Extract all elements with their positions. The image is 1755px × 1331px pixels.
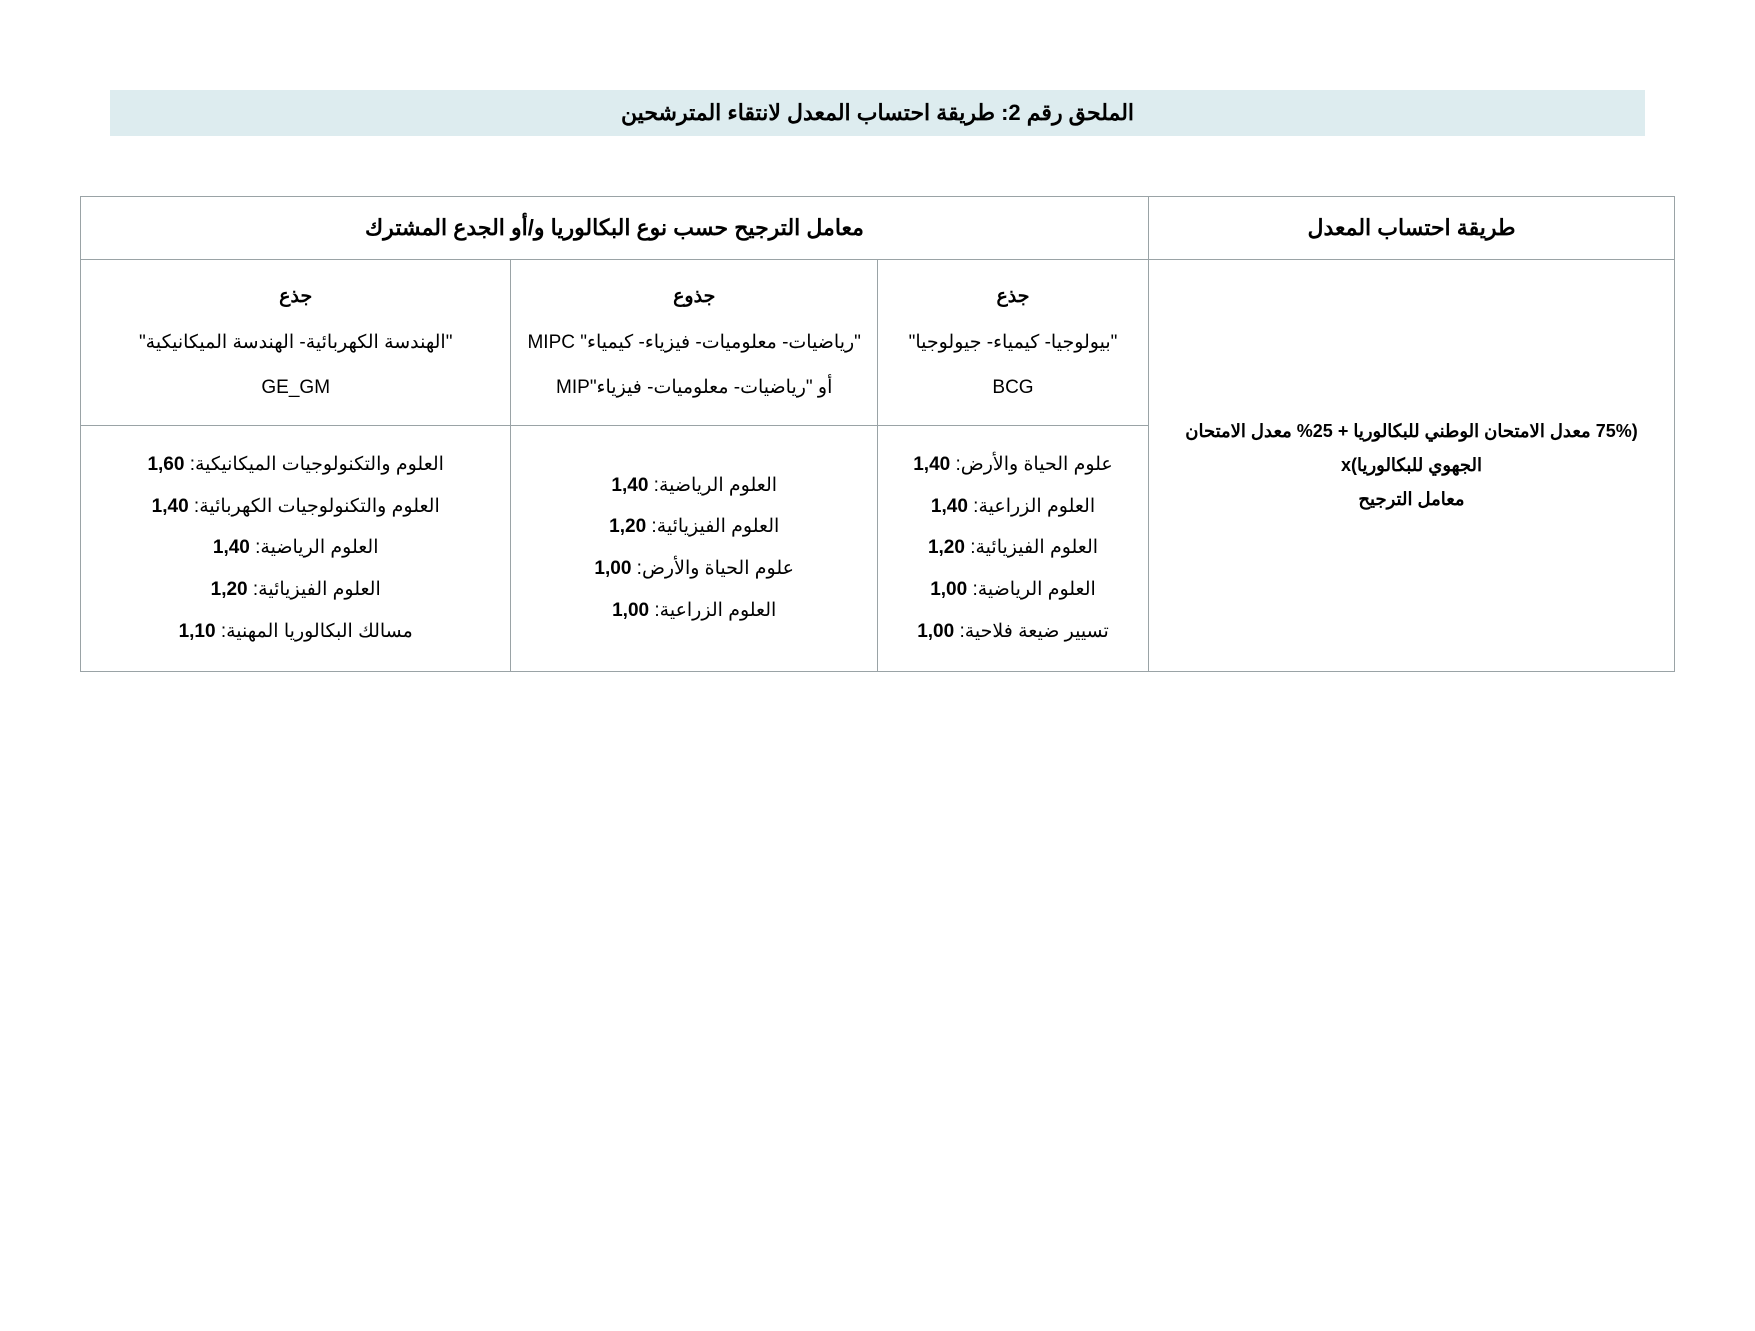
coef-label: علوم الحياة والأرض: — [631, 558, 794, 579]
coef-label: العلوم الفيزيائية: — [248, 579, 381, 600]
track-bcg-l3: BCG — [888, 365, 1138, 411]
coef-line: العلوم والتكنولوجيات الميكانيكية: 1,60 — [91, 444, 500, 486]
coef-line: تسيير ضيعة فلاحية: 1,00 — [888, 611, 1138, 653]
coefficients-table-wrap: طريقة احتساب المعدلمعامل الترجيح حسب نوع… — [80, 196, 1675, 672]
coef-label: العلوم الزراعية: — [649, 600, 776, 621]
track-header-row: (75% معدل الامتحان الوطني للبكالوريا + 2… — [81, 260, 1675, 426]
coefficients-table: طريقة احتساب المعدلمعامل الترجيح حسب نوع… — [80, 196, 1675, 672]
track-mipc-head: جذوع "رياضيات- معلوميات- فيزياء- كيمياء" … — [511, 260, 878, 426]
method-header: طريقة احتساب المعدل — [1148, 197, 1674, 260]
header-row: طريقة احتساب المعدلمعامل الترجيح حسب نوع… — [81, 197, 1675, 260]
coef-bcg: علوم الحياة والأرض: 1,40العلوم الزراعية:… — [878, 425, 1149, 671]
formula-line1: (75% معدل الامتحان الوطني للبكالوريا + 2… — [1185, 421, 1637, 475]
coef-label: العلوم الرياضية: — [648, 475, 777, 496]
coef-label: العلوم والتكنولوجيات الميكانيكية: — [184, 454, 444, 475]
coef-label: تسيير ضيعة فلاحية: — [954, 621, 1109, 642]
coef-value: 1,10 — [179, 621, 216, 642]
coef-value: 1,40 — [913, 454, 950, 475]
track-gegm-l2: "الهندسة الكهربائية- الهندسة الميكانيكية… — [91, 320, 500, 366]
track-mipc-l1: جذوع — [673, 286, 715, 307]
coef-label: العلوم الرياضية: — [250, 537, 379, 558]
weighting-header: معامل الترجيح حسب نوع البكالوريا و/أو ال… — [81, 197, 1149, 260]
track-bcg-l2: "بيولوجيا- كيمياء- جيولوجيا" — [888, 320, 1138, 366]
coef-value: 1,20 — [211, 579, 248, 600]
track-gegm-head: جذع "الهندسة الكهربائية- الهندسة الميكاني… — [81, 260, 511, 426]
annex-title: الملحق رقم 2: طريقة احتساب المعدل لانتقا… — [110, 90, 1645, 136]
coef-value: 1,20 — [928, 537, 965, 558]
coef-line: العلوم الفيزيائية: 1,20 — [91, 569, 500, 611]
coef-label: علوم الحياة والأرض: — [950, 454, 1113, 475]
coef-label: العلوم الفيزيائية: — [965, 537, 1098, 558]
coef-value: 1,40 — [152, 496, 189, 517]
coef-mipc: العلوم الرياضية: 1,40العلوم الفيزيائية: … — [511, 425, 878, 671]
coef-line: العلوم الرياضية: 1,00 — [888, 569, 1138, 611]
coef-line: علوم الحياة والأرض: 1,40 — [888, 444, 1138, 486]
formula-line2: معامل الترجيح — [1358, 489, 1464, 509]
track-bcg-l1: جذع — [996, 286, 1029, 307]
coef-line: العلوم الرياضية: 1,40 — [521, 465, 867, 507]
coef-line: العلوم الرياضية: 1,40 — [91, 527, 500, 569]
track-mipc-l3: أو "رياضيات- معلوميات- فيزياء"MIP — [521, 365, 867, 411]
coef-value: 1,20 — [609, 516, 646, 537]
coef-line: العلوم الزراعية: 1,40 — [888, 486, 1138, 528]
coef-gegm: العلوم والتكنولوجيات الميكانيكية: 1,60ال… — [81, 425, 511, 671]
coef-value: 1,40 — [213, 537, 250, 558]
coef-value: 1,40 — [611, 475, 648, 496]
coef-line: العلوم الفيزيائية: 1,20 — [888, 527, 1138, 569]
coef-label: العلوم الزراعية: — [968, 496, 1095, 517]
coef-value: 1,40 — [931, 496, 968, 517]
coef-label: مسالك البكالوريا المهنية: — [216, 621, 413, 642]
coef-value: 1,00 — [917, 621, 954, 642]
track-bcg-head: جذع "بيولوجيا- كيمياء- جيولوجيا"BCG — [878, 260, 1149, 426]
track-mipc-l2: "رياضيات- معلوميات- فيزياء- كيمياء" MIPC — [521, 320, 867, 366]
coef-label: العلوم والتكنولوجيات الكهربائية: — [189, 496, 440, 517]
coef-value: 1,60 — [147, 454, 184, 475]
coef-line: العلوم الفيزيائية: 1,20 — [521, 506, 867, 548]
coef-line: علوم الحياة والأرض: 1,00 — [521, 548, 867, 590]
coef-label: العلوم الفيزيائية: — [646, 516, 779, 537]
coef-value: 1,00 — [930, 579, 967, 600]
track-gegm-l1: جذع — [279, 286, 312, 307]
formula-cell: (75% معدل الامتحان الوطني للبكالوريا + 2… — [1148, 260, 1674, 672]
coef-label: العلوم الرياضية: — [967, 579, 1096, 600]
coef-line: العلوم الزراعية: 1,00 — [521, 590, 867, 632]
coef-line: العلوم والتكنولوجيات الكهربائية: 1,40 — [91, 486, 500, 528]
coef-value: 1,00 — [612, 600, 649, 621]
coef-line: مسالك البكالوريا المهنية: 1,10 — [91, 611, 500, 653]
coef-value: 1,00 — [594, 558, 631, 579]
track-gegm-l3: GE_GM — [91, 365, 500, 411]
